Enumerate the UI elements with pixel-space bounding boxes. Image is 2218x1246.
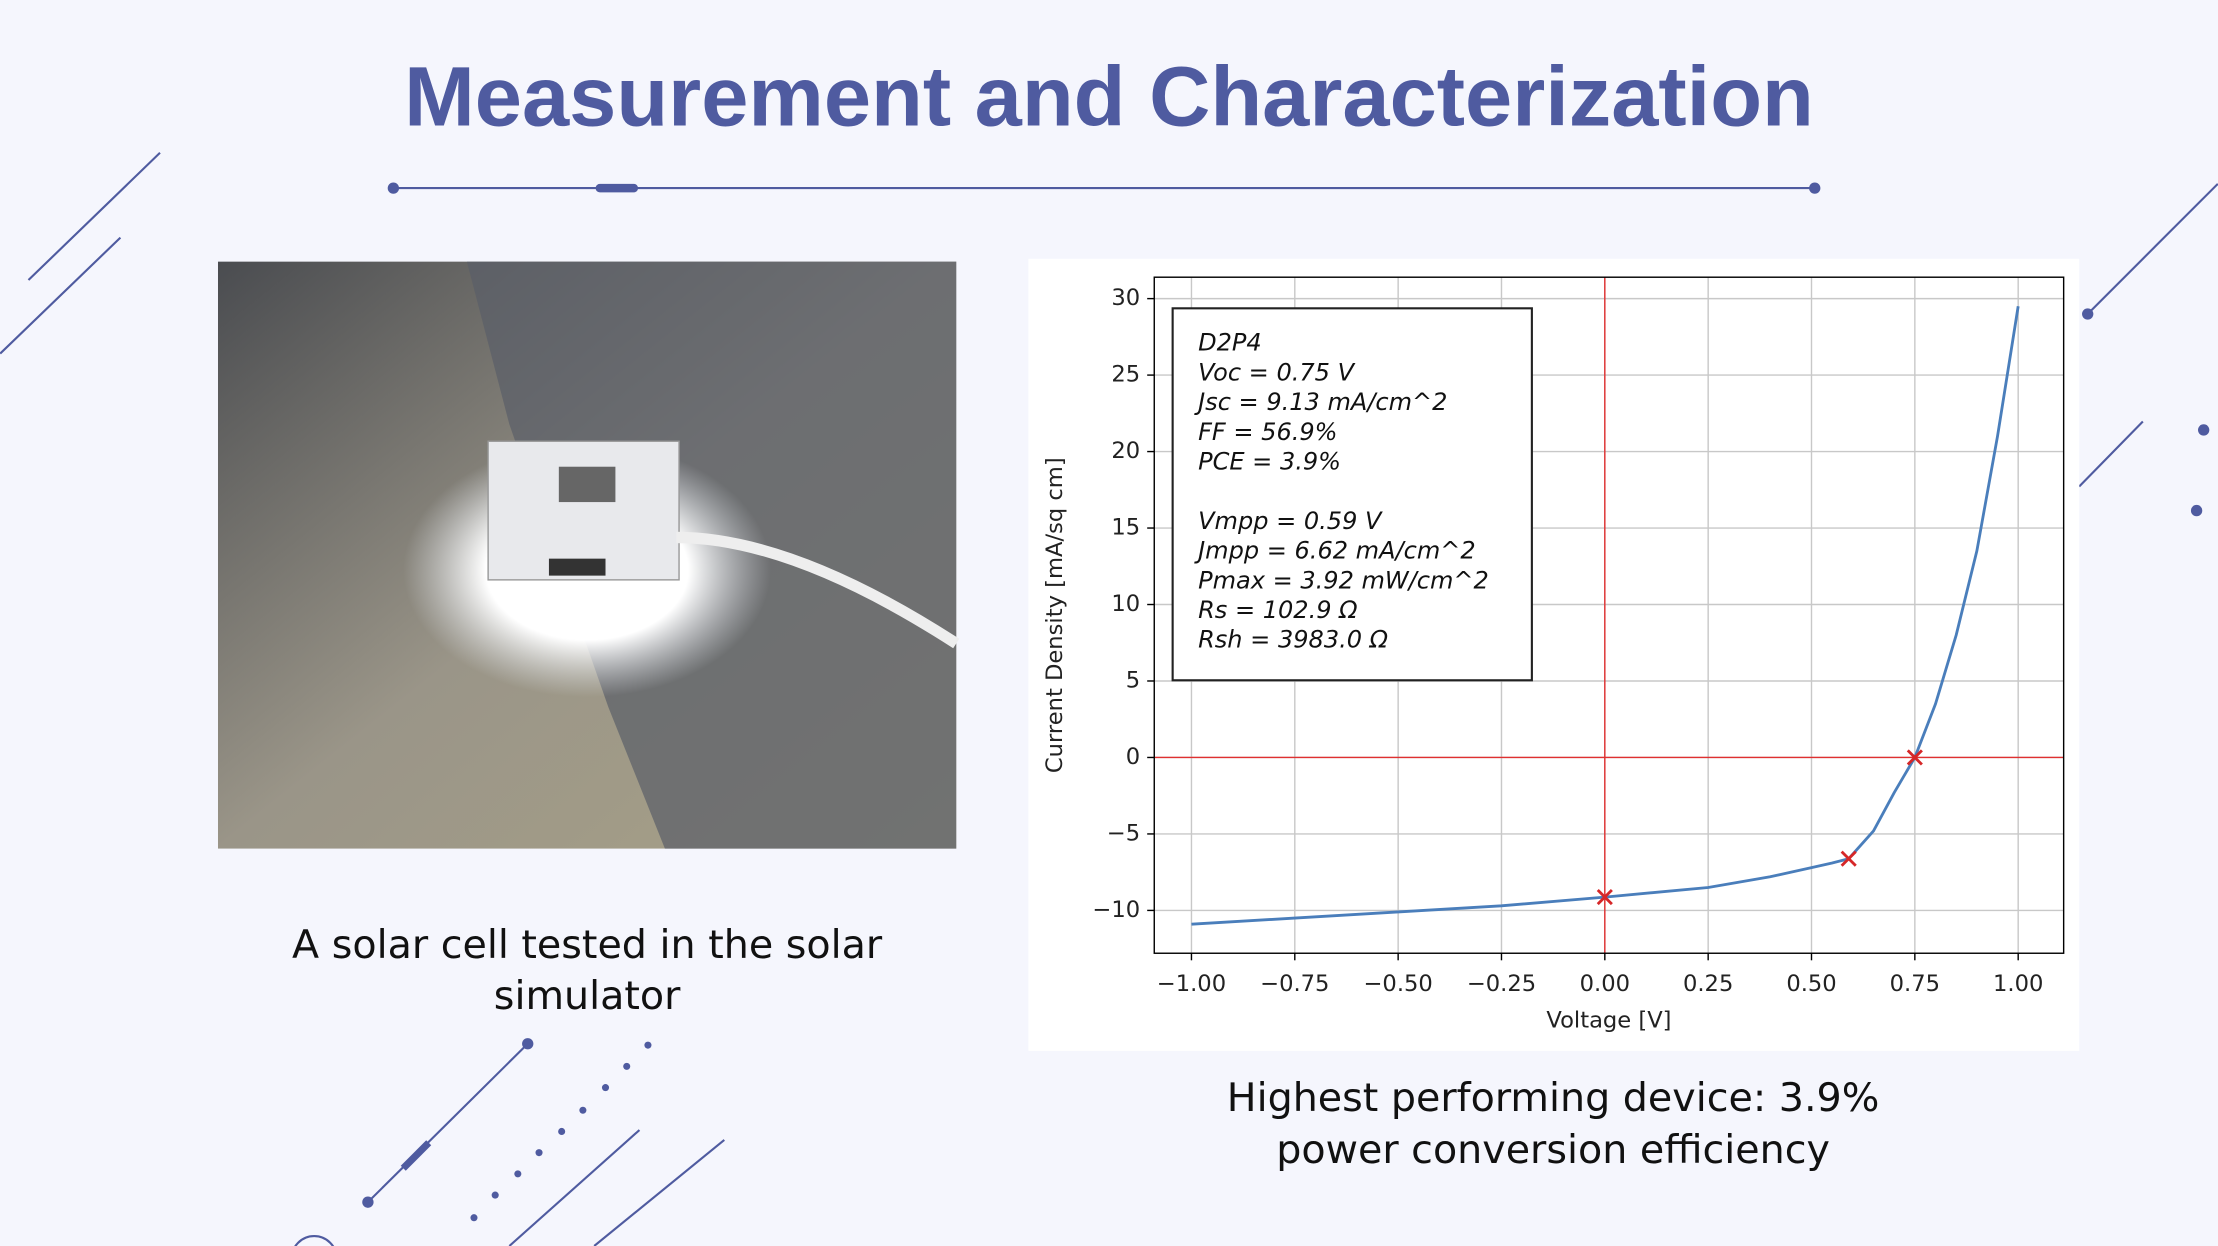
x-tick-label: −0.75 (1260, 971, 1329, 997)
chart-caption: power conversion efficiency (1276, 1127, 1830, 1173)
x-tick-label: −0.50 (1363, 971, 1432, 997)
x-tick-label: 0.25 (1683, 971, 1733, 997)
x-tick-label: −0.25 (1467, 971, 1536, 997)
y-tick-label: −10 (1092, 897, 1140, 923)
annotation-text: Jmpp = 6.62 mA/cm^2 (1194, 537, 1476, 565)
x-tick-label: 0.00 (1580, 971, 1630, 997)
annotation-text: Voc = 0.75 V (1198, 358, 1356, 386)
y-tick-label: 10 (1111, 591, 1140, 617)
chart-caption: Highest performing device: 3.9% (1227, 1075, 1880, 1121)
annotation-text: PCE = 3.9% (1198, 447, 1341, 475)
chart-area: −1.00 −0.75 −0.50 −0.25 0.00 0.25 0.50 0.75 1.00… (1028, 258, 2080, 1051)
x-axis-label: Voltage [V] (1546, 1008, 1671, 1034)
x-tick-label: −1.00 (1157, 971, 1226, 997)
y-tick-label: −5 (1107, 820, 1140, 846)
annotation-text: D2P4 (1198, 329, 1262, 357)
annotation-text: FF = 56.9% (1198, 418, 1337, 446)
plot-frame (1153, 276, 2065, 954)
annotation-text: Rsh = 3983.0 Ω (1198, 626, 1389, 654)
title: Measurement and Characterization (404, 49, 1814, 144)
y-tick-label: 30 (1111, 285, 1140, 311)
marker (1596, 889, 1613, 906)
annotation-box (1171, 307, 1533, 682)
photo (217, 261, 960, 849)
y-tick-label: 25 (1111, 362, 1140, 388)
data-line (1191, 306, 2020, 926)
y-tick-label: 20 (1111, 438, 1140, 464)
y-axis-label: Current Density [mA/sq cm] (1042, 457, 1068, 773)
x-tick-label: 1.00 (1993, 971, 2043, 997)
y-tick-label: 5 (1126, 667, 1140, 693)
annotation-text: Rs = 102.9 Ω (1198, 596, 1358, 624)
y-tick-label: 15 (1111, 515, 1140, 541)
marker (1840, 850, 1857, 867)
photo-caption: simulator (494, 973, 681, 1019)
annotation-text: Vmpp = 0.59 V (1198, 507, 1383, 535)
y-tick-label: 0 (1126, 744, 1140, 770)
photo-caption: A solar cell tested in the solar (292, 922, 883, 968)
decorations (0, 151, 2218, 1246)
annotation-text: Jsc = 9.13 mA/cm^2 (1194, 388, 1447, 416)
x-tick-label: 0.75 (1890, 971, 1940, 997)
annotation-text: Pmax = 3.92 mW/cm^2 (1198, 566, 1489, 594)
x-tick-label: 0.50 (1786, 971, 1836, 997)
marker (1906, 749, 1923, 766)
